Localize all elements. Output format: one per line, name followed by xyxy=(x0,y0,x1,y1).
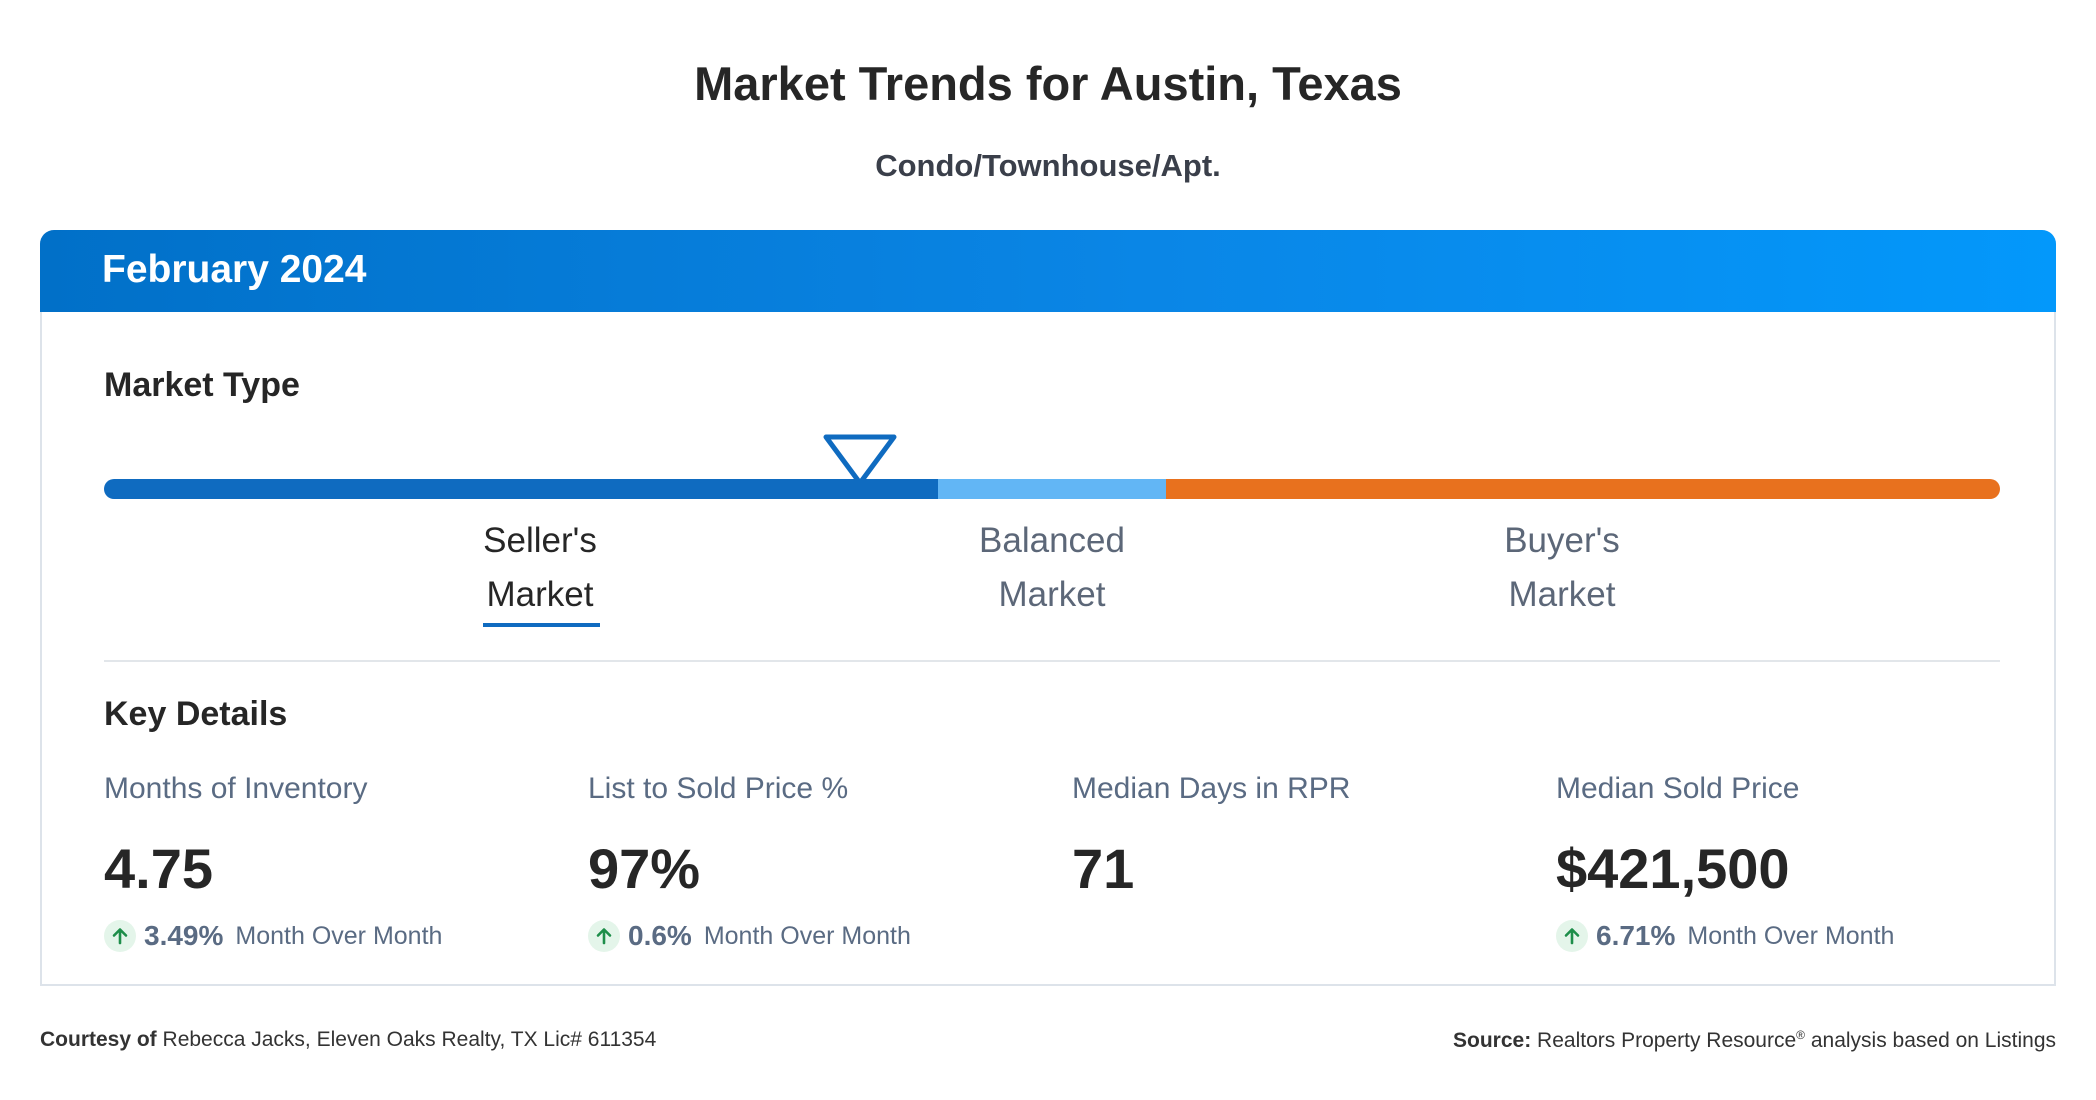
buyer-market-label-line1: Buyer's xyxy=(1504,521,1620,560)
arrow-up-icon xyxy=(1556,920,1588,952)
market-type-bar xyxy=(104,479,2000,499)
metric-value: 4.75 xyxy=(104,837,213,900)
buyer-market-label-line2: Market xyxy=(1508,575,1616,614)
change-percent: 3.49% xyxy=(144,920,224,951)
change-label: Month Over Month xyxy=(235,921,443,950)
page-title: Market Trends for Austin, Texas xyxy=(694,57,1402,110)
metric-value: 71 xyxy=(1072,837,1135,900)
metric-median-days-in-rpr: Median Days in RPR 71 xyxy=(1072,772,1532,902)
source-suffix: analysis based on Listings xyxy=(1810,1029,2056,1052)
metric-value: 97% xyxy=(588,837,701,900)
seller-market-label-line2: Market xyxy=(486,575,594,614)
courtesy-label: Courtesy of xyxy=(40,1028,157,1051)
metric-value: $421,500 xyxy=(1556,837,1790,900)
courtesy-footer: Courtesy of Rebecca Jacks, Eleven Oaks R… xyxy=(40,1028,656,1052)
courtesy-text: Rebecca Jacks, Eleven Oaks Realty, TX Li… xyxy=(162,1028,657,1051)
selected-market-underline xyxy=(483,623,600,627)
metric-label: Median Days in RPR xyxy=(1072,772,1351,805)
metric-change: 3.49% Month Over Month xyxy=(104,916,564,956)
metric-label: List to Sold Price % xyxy=(588,772,849,805)
triangle-down-marker-icon xyxy=(823,434,897,486)
seller-market-segment xyxy=(104,479,938,499)
change-label: Month Over Month xyxy=(1687,921,1895,950)
metric-median-sold-price: Median Sold Price $421,500 6.71% Month O… xyxy=(1556,772,2016,956)
market-type-title: Market Type xyxy=(104,366,300,404)
buyer-market-label: Buyer's Market xyxy=(1412,514,1712,622)
metric-change: 0.6% Month Over Month xyxy=(588,916,1048,956)
change-percent: 6.71% xyxy=(1596,920,1676,951)
balanced-market-label: Balanced Market xyxy=(902,514,1202,622)
change-percent: 0.6% xyxy=(628,920,692,951)
buyer-market-segment xyxy=(1166,479,2000,499)
card-header: February 2024 xyxy=(40,230,2056,312)
metric-months-of-inventory: Months of Inventory 4.75 3.49% Month Ove… xyxy=(104,772,564,956)
seller-market-label: Seller's Market xyxy=(390,514,690,622)
source-text: Realtors Property Resource xyxy=(1537,1029,1797,1052)
balanced-market-label-line1: Balanced xyxy=(979,521,1125,560)
change-label: Month Over Month xyxy=(703,921,911,950)
balanced-market-label-line2: Market xyxy=(998,575,1106,614)
arrow-up-icon xyxy=(104,920,136,952)
key-details-title: Key Details xyxy=(104,695,288,733)
source-label: Source: xyxy=(1453,1029,1532,1052)
metric-change: 6.71% Month Over Month xyxy=(1556,916,2016,956)
source-footer: Source: Realtors Property Resource® anal… xyxy=(1453,1028,2056,1053)
registered-mark: ® xyxy=(1796,1028,1805,1042)
metric-label: Months of Inventory xyxy=(104,772,368,805)
period-title: February 2024 xyxy=(102,248,367,291)
section-divider xyxy=(104,660,2000,662)
metric-list-to-sold-price: List to Sold Price % 97% 0.6% Month Over… xyxy=(588,772,1048,956)
page-subtitle: Condo/Townhouse/Apt. xyxy=(875,148,1221,183)
arrow-up-icon xyxy=(588,920,620,952)
market-trends-card: February 2024 Market Type Seller's Marke… xyxy=(40,230,2056,986)
seller-market-label-line1: Seller's xyxy=(483,521,597,560)
balanced-market-segment xyxy=(938,479,1166,499)
metric-label: Median Sold Price xyxy=(1556,772,1800,805)
